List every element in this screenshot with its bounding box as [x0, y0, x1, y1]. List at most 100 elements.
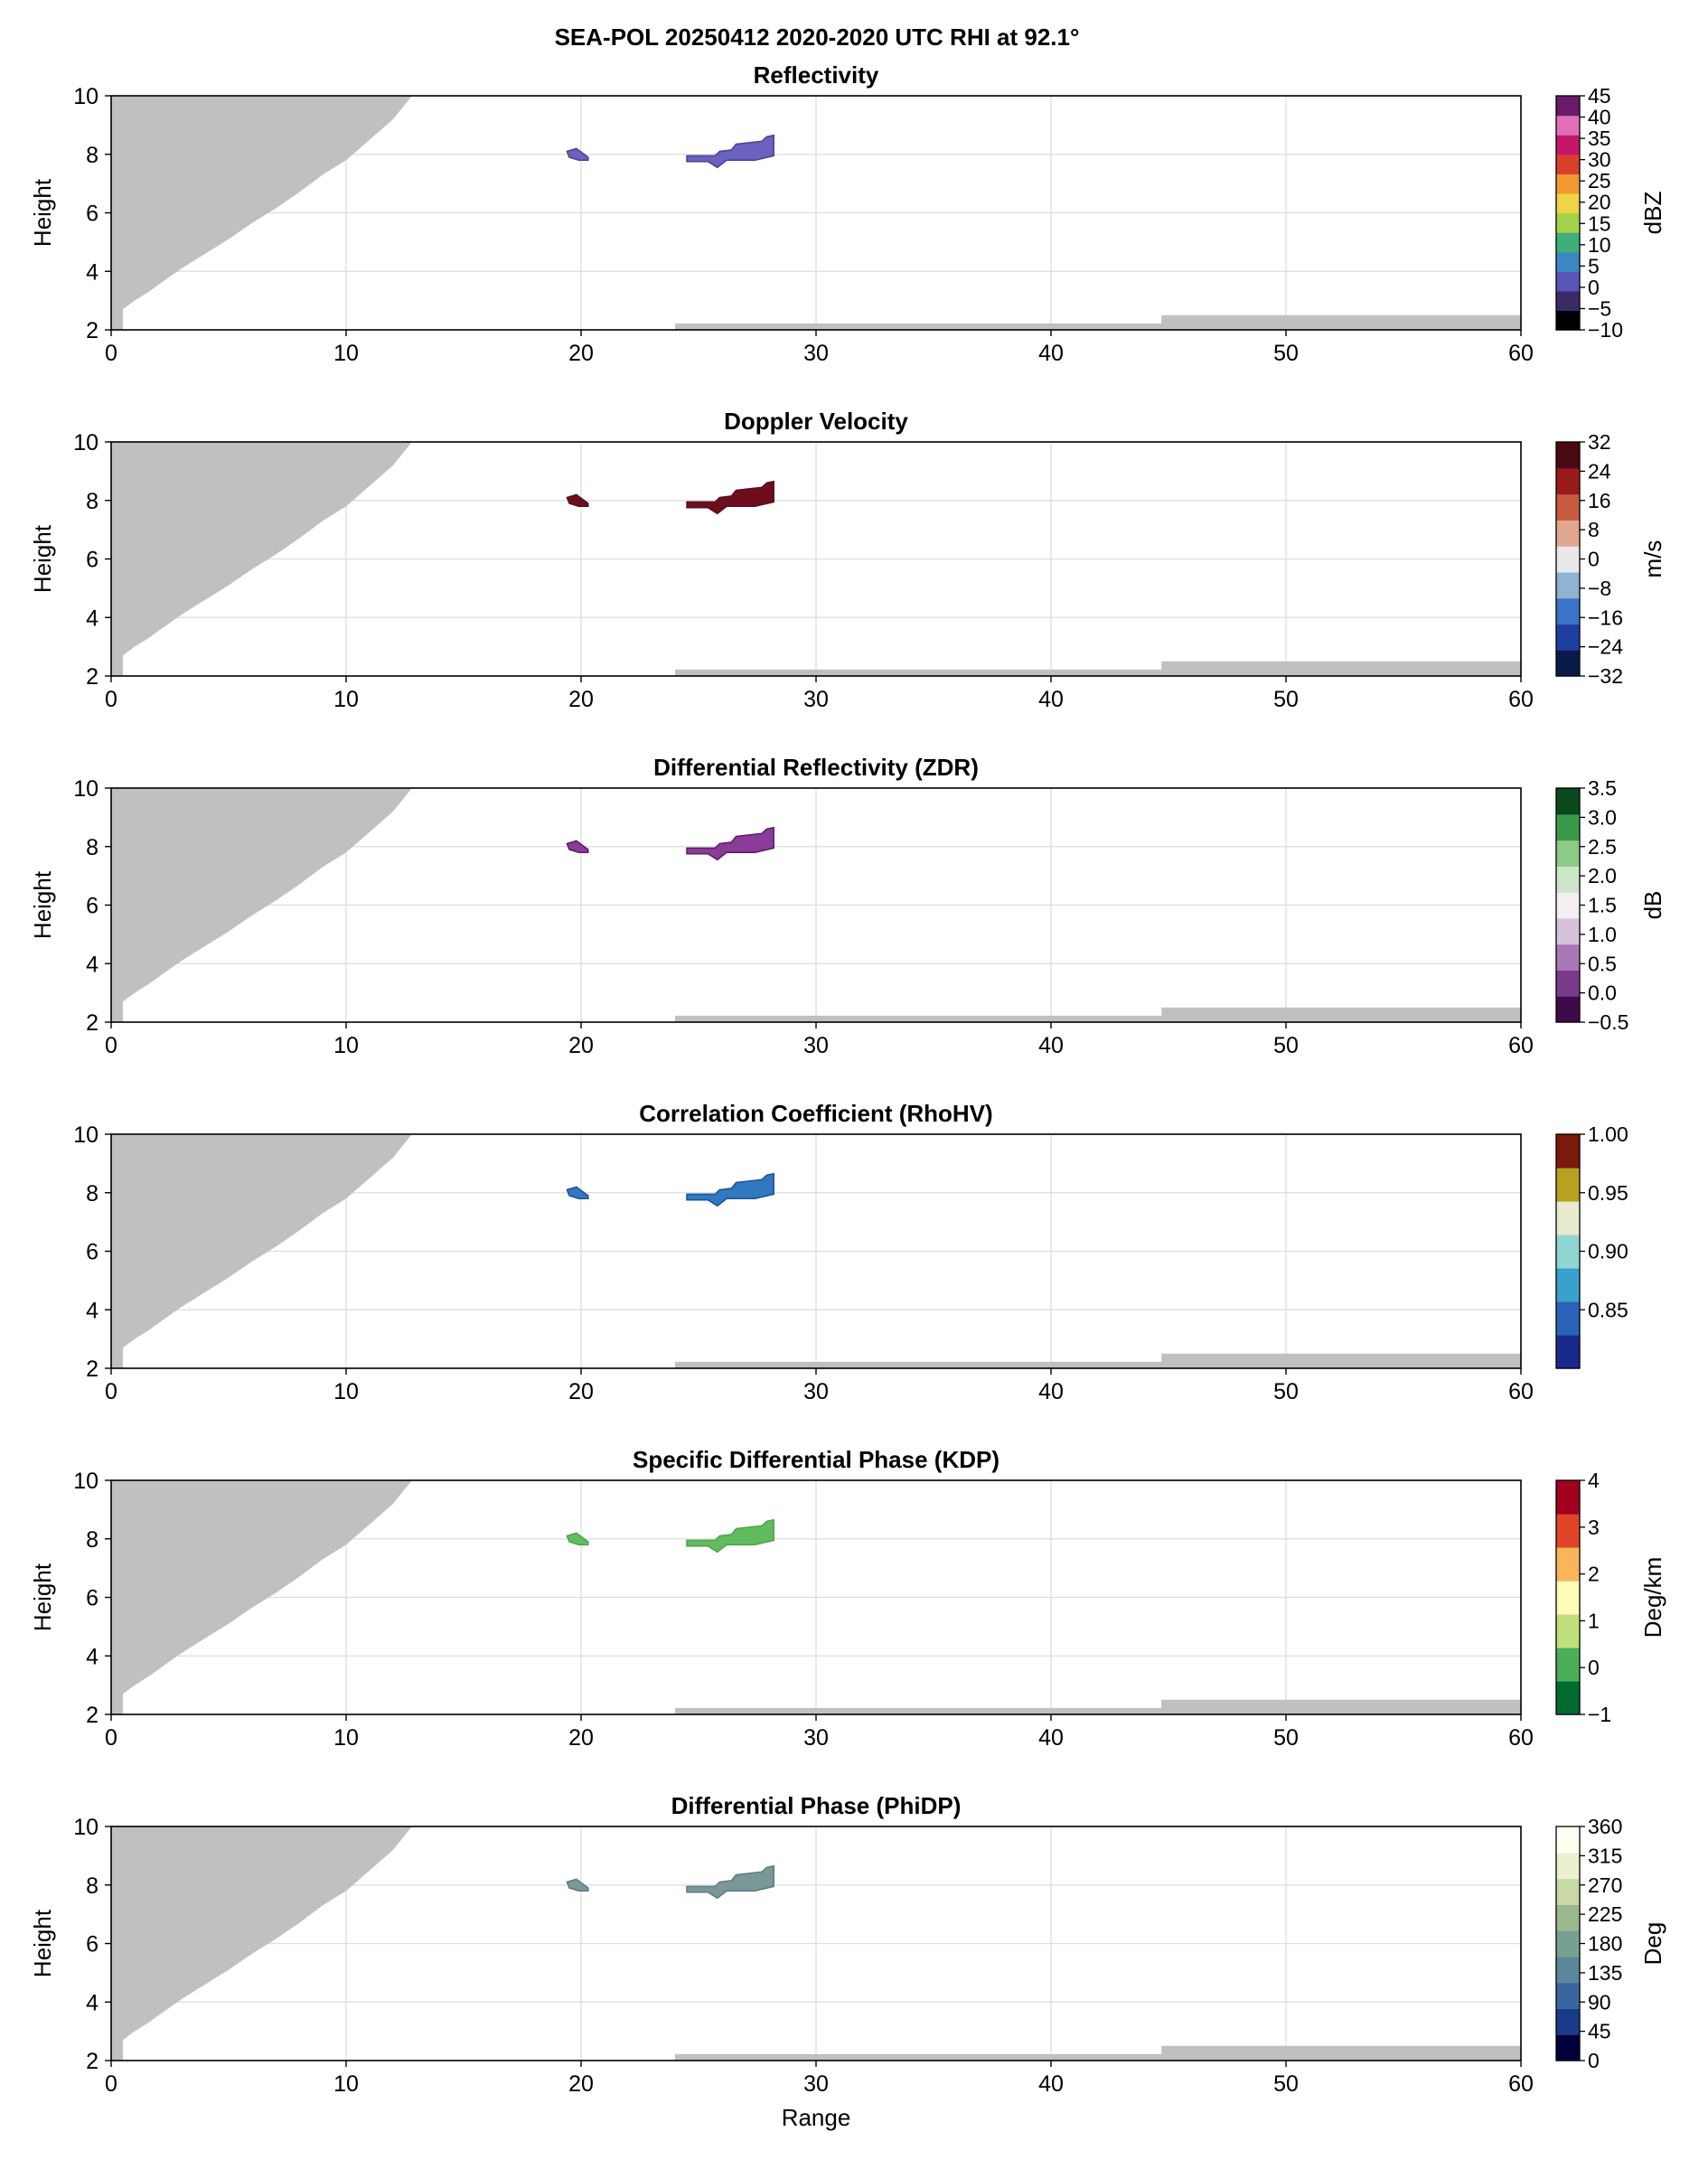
y-axis-label: Height	[29, 1563, 56, 1631]
beam-blockage-mask	[111, 788, 412, 1022]
colorbar-tick-label: 2.0	[1588, 864, 1617, 887]
echo-small	[566, 840, 589, 853]
colorbar-tick-label: −0.5	[1588, 1010, 1628, 1034]
x-tick-label: 0	[105, 2071, 117, 2097]
colorbar-segment	[1556, 290, 1580, 312]
colorbar-tick-label: −32	[1588, 664, 1623, 688]
x-tick-label: 0	[105, 341, 117, 366]
ground-mask-2	[1161, 1699, 1521, 1714]
colorbar-segment	[1556, 1982, 1580, 2010]
beam-blockage-mask	[111, 1480, 412, 1714]
colorbar-tick-label: 25	[1588, 169, 1611, 192]
x-tick-label: 50	[1273, 687, 1299, 712]
panel-title: Correlation Coefficient (RhoHV)	[639, 1100, 992, 1127]
y-tick-label: 8	[86, 1873, 99, 1899]
panel-4: Specific Differential Phase (KDP)0 10 20 30…	[29, 1446, 1666, 1751]
colorbar-tick-label: 0.85	[1588, 1298, 1628, 1321]
colorbar-segment	[1556, 650, 1580, 677]
colorbar-segment	[1556, 597, 1580, 625]
y-tick-label: 10	[73, 1122, 99, 1148]
beam-blockage-mask	[111, 96, 412, 330]
colorbar-segment	[1556, 212, 1580, 233]
colorbar-segment	[1556, 2034, 1580, 2061]
y-tick-label: 4	[86, 1990, 99, 2015]
y-tick-label: 8	[86, 1181, 99, 1207]
x-tick-label: 30	[803, 687, 829, 712]
y-tick-label: 6	[86, 1240, 99, 1265]
x-tick-label: 0	[105, 687, 117, 712]
ground-mask-2	[1161, 2045, 1521, 2061]
colorbar-tick-label: 15	[1588, 211, 1611, 235]
colorbar-tick-label: −1	[1588, 1703, 1611, 1726]
colorbar-segment	[1556, 251, 1580, 272]
colorbar-tick-label: 45	[1588, 2020, 1611, 2043]
echo-small	[566, 147, 589, 161]
colorbar-segment	[1556, 96, 1580, 117]
y-tick-label: 4	[86, 1644, 99, 1669]
colorbar-tick-label: 225	[1588, 1902, 1622, 1926]
colorbar-segment	[1556, 571, 1580, 599]
y-tick-label: 8	[86, 835, 99, 860]
echo-main	[686, 134, 774, 169]
panel-title: Reflectivity	[754, 61, 879, 89]
colorbar-segment	[1556, 1581, 1580, 1615]
colorbar-tick-label: 360	[1588, 1815, 1622, 1838]
colorbar-tick-label: 5	[1588, 254, 1600, 277]
colorbar-segment	[1556, 1826, 1580, 1854]
x-tick-label: 50	[1273, 2071, 1299, 2097]
colorbar-tick-label: 1.5	[1588, 894, 1617, 917]
panel-title: Doppler Velocity	[724, 408, 908, 435]
x-tick-label: 20	[568, 1725, 594, 1751]
ground-mask-1	[675, 1361, 1168, 1368]
x-tick-label: 0	[105, 1379, 117, 1404]
beam-blockage-mask	[111, 1134, 412, 1368]
y-tick-label: 6	[86, 548, 99, 573]
colorbar-tick-label: 32	[1588, 430, 1611, 454]
x-tick-label: 60	[1508, 2071, 1534, 2097]
colorbar-tick-label: 24	[1588, 459, 1611, 483]
x-tick-label: 10	[333, 341, 359, 366]
colorbar-tick-label: 3.5	[1588, 776, 1617, 800]
colorbar-segment	[1556, 1201, 1580, 1235]
ground-mask-1	[675, 1707, 1168, 1714]
colorbar-segment	[1556, 232, 1580, 253]
x-tick-label: 40	[1038, 1379, 1064, 1404]
y-tick-label: 4	[86, 952, 99, 977]
echo-small	[566, 493, 589, 507]
x-tick-label: 50	[1273, 1725, 1299, 1751]
colorbar-label: Deg/km	[1639, 1557, 1666, 1638]
y-tick-label: 2	[86, 1357, 99, 1382]
colorbar-frame	[1555, 95, 1581, 331]
x-tick-label: 60	[1508, 1033, 1534, 1058]
colorbar-tick-label: 0.5	[1588, 952, 1617, 975]
x-tick-label: 40	[1038, 687, 1064, 712]
colorbar-tick-label: 0.0	[1588, 981, 1617, 1005]
colorbar-tick-label: −10	[1588, 318, 1623, 342]
x-tick-label: 50	[1273, 1033, 1299, 1058]
y-tick-label: 4	[86, 259, 99, 285]
colorbar-tick-label: 315	[1588, 1844, 1622, 1867]
echo-main	[686, 1864, 774, 1900]
y-tick-label: 6	[86, 1932, 99, 1958]
x-tick-label: 20	[568, 2071, 594, 2097]
colorbar-segment	[1556, 520, 1580, 547]
ground-mask-1	[675, 323, 1168, 330]
colorbar-segment	[1556, 1168, 1580, 1202]
echo-main	[686, 1172, 774, 1207]
colorbar-segment	[1556, 892, 1580, 919]
colorbar-segment	[1556, 944, 1580, 972]
x-tick-label: 10	[333, 1033, 359, 1058]
x-tick-label: 20	[568, 1033, 594, 1058]
ground-mask-2	[1161, 1353, 1521, 1368]
colorbar-tick-label: 4	[1588, 1469, 1600, 1492]
echo-small	[566, 1878, 589, 1892]
panel-2: Differential Reflectivity (ZDR)0 10 20 30 40…	[29, 754, 1666, 1058]
colorbar-segment	[1556, 996, 1580, 1023]
colorbar-tick-label: 0.90	[1588, 1240, 1628, 1263]
x-tick-label: 40	[1038, 2071, 1064, 2097]
colorbar-segment	[1556, 624, 1580, 651]
colorbar-tick-label: 35	[1588, 127, 1611, 150]
x-tick-label: 40	[1038, 1033, 1064, 1058]
x-tick-label: 10	[333, 687, 359, 712]
